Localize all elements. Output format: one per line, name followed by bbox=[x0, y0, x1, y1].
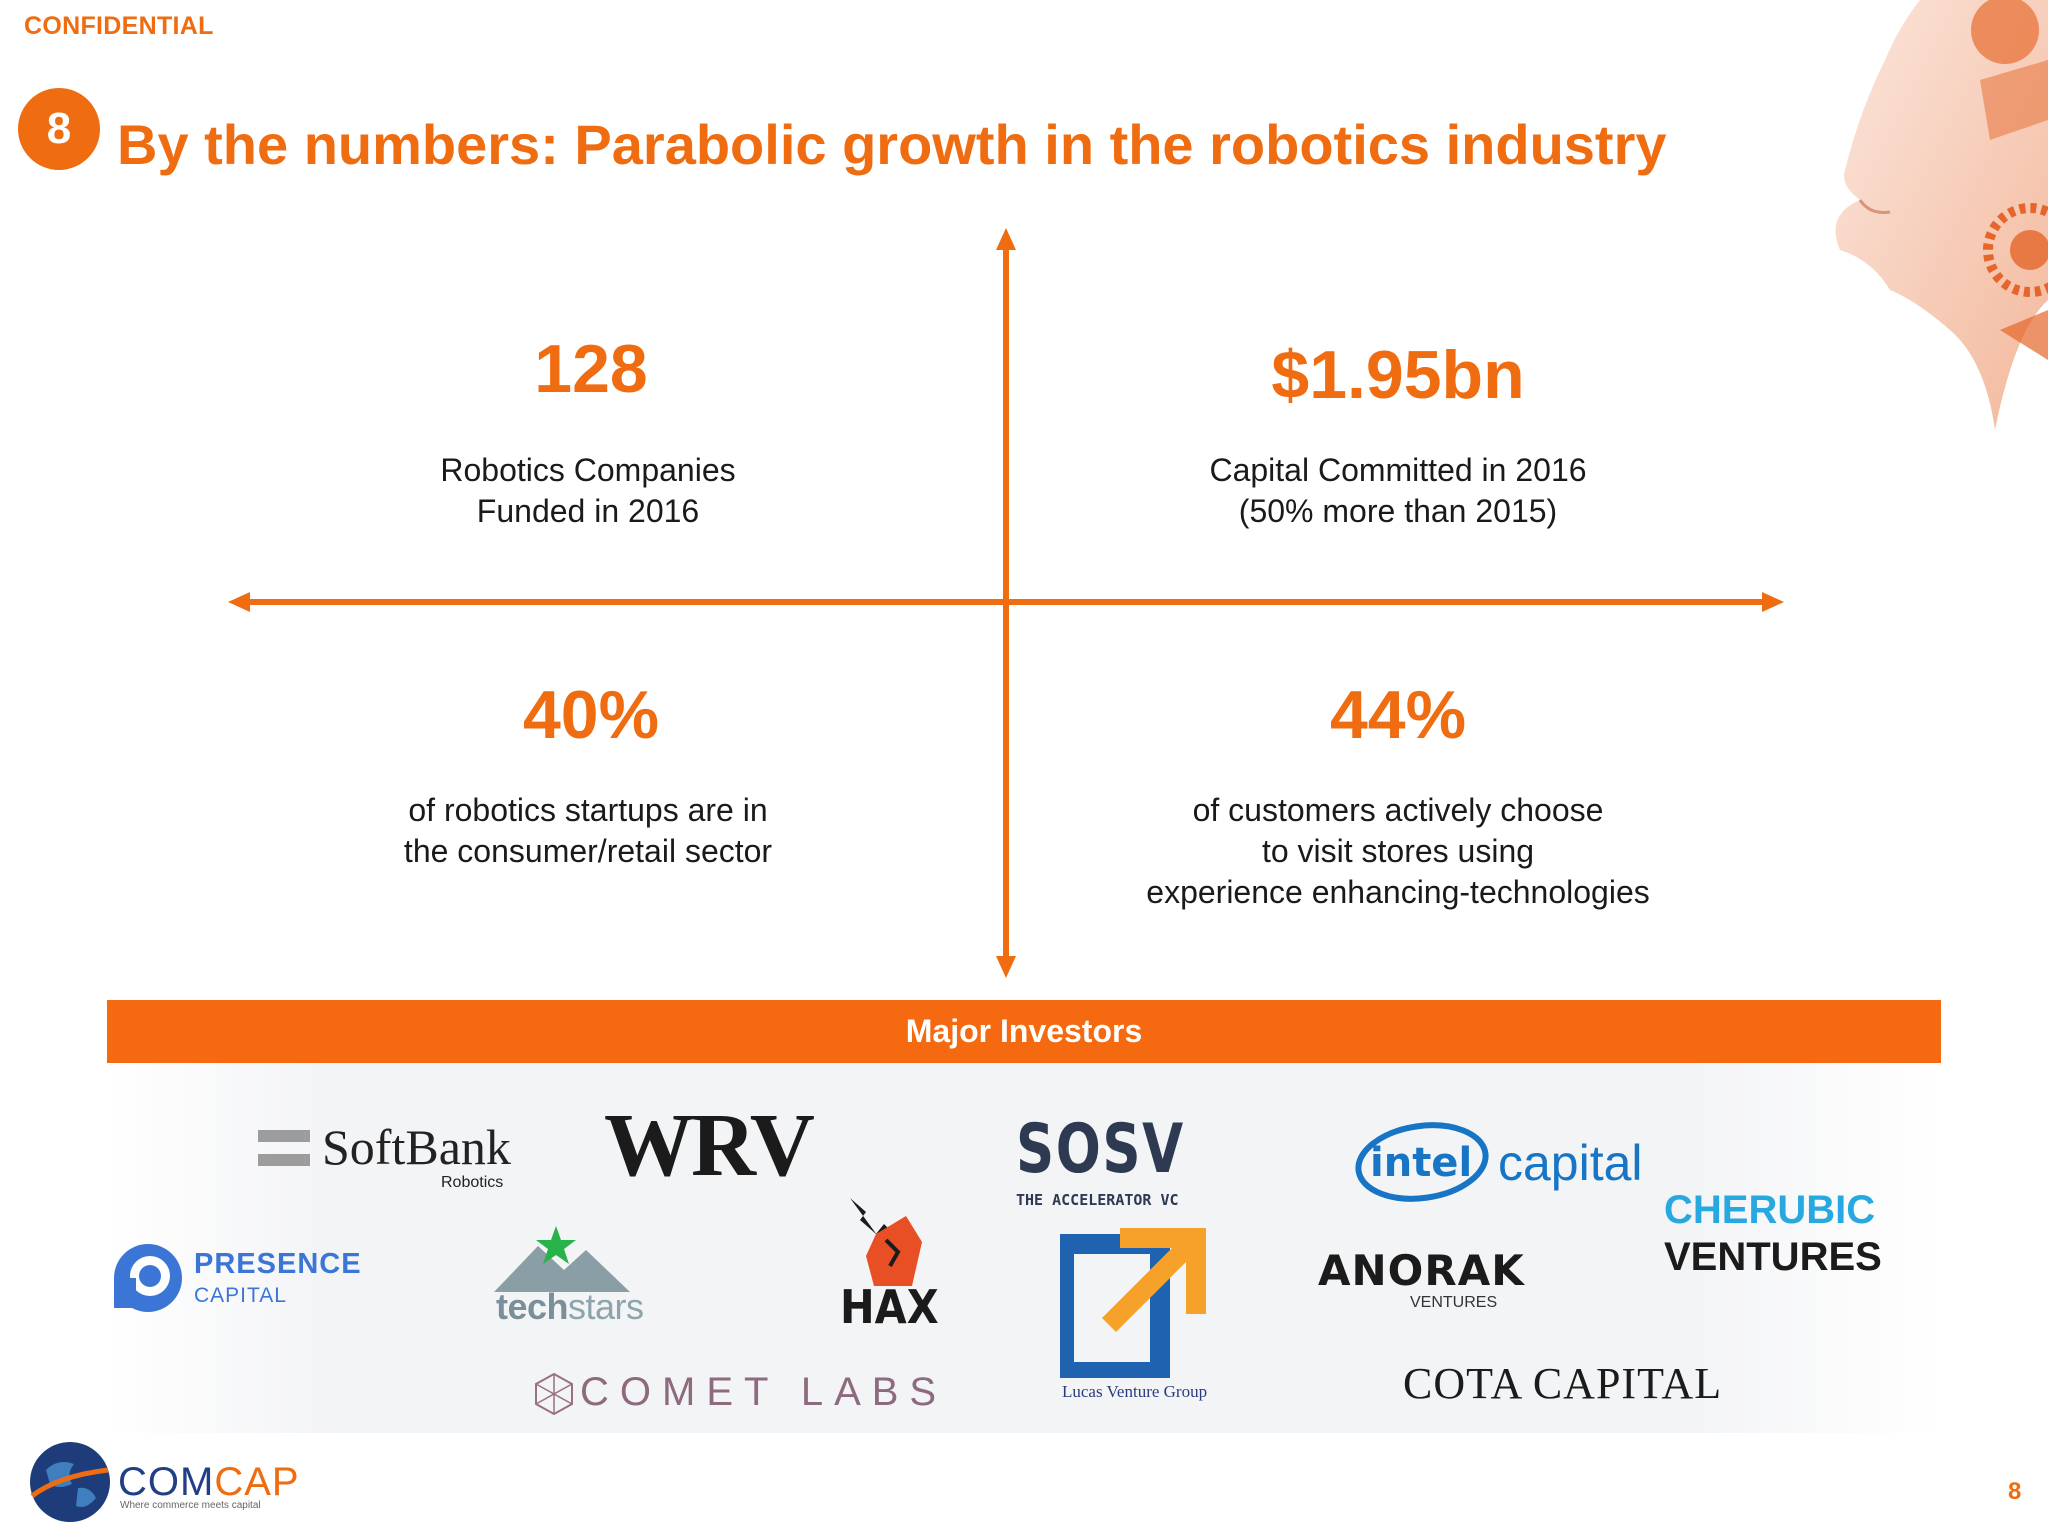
major-investors-banner: Major Investors bbox=[107, 1000, 1941, 1063]
anorak-sub: VENTURES bbox=[1410, 1294, 1498, 1311]
stat-value-companies: 128 bbox=[534, 331, 648, 407]
stat-desc-line: of customers actively choose bbox=[1192, 792, 1604, 828]
comcap-wordmark: COMCAP bbox=[118, 1460, 300, 1505]
stat-value-startups: 40% bbox=[522, 677, 660, 753]
sosv-sub: THE ACCELERATOR VC bbox=[1016, 1191, 1179, 1209]
investor-logos-panel bbox=[107, 1063, 1941, 1433]
stat-desc-line: Capital Committed in 2016 bbox=[1209, 452, 1587, 488]
stat-desc-line: Funded in 2016 bbox=[476, 493, 700, 529]
lucas-word: Lucas Venture Group bbox=[1062, 1382, 1208, 1401]
comet-word: COMET LABS bbox=[580, 1370, 948, 1414]
comcap-word-a: COM bbox=[118, 1460, 215, 1504]
cherubic-line1: CHERUBIC bbox=[1664, 1188, 1876, 1232]
stat-value-capital: $1.95bn bbox=[1271, 337, 1525, 413]
intel-capital-word: capital bbox=[1498, 1135, 1643, 1191]
intel-oval-icon: intel bbox=[1355, 1122, 1489, 1202]
sosv-name: SOSV bbox=[1016, 1110, 1185, 1189]
quadrant-axes bbox=[228, 228, 1784, 978]
stat-desc-capital: Capital Committed in 2016 (50% more than… bbox=[1088, 450, 1708, 532]
stat-desc-line: of robotics startups are in bbox=[408, 792, 768, 828]
softbank-bars-icon bbox=[258, 1130, 310, 1178]
stat-desc-companies: Robotics Companies Funded in 2016 bbox=[278, 450, 898, 532]
confidential-label: CONFIDENTIAL bbox=[24, 12, 214, 40]
robot-head-illustration bbox=[1835, 0, 2048, 430]
presence-circle-icon bbox=[114, 1244, 182, 1312]
techstars-word-a: tech bbox=[496, 1286, 569, 1327]
anorak-ventures-logo: ANORAK VENTURES bbox=[1318, 1246, 1525, 1311]
page-number: 8 bbox=[2008, 1478, 2022, 1505]
stat-desc-line: experience enhancing-technologies bbox=[1146, 874, 1650, 910]
lucas-square-arrow-icon bbox=[1060, 1228, 1206, 1378]
slide-title: By the numbers: Parabolic growth in the … bbox=[117, 113, 1667, 176]
comcap-tagline: Where commerce meets capital bbox=[120, 1500, 261, 1511]
section-number-badge: 8 bbox=[18, 88, 100, 170]
anorak-name: ANORAK bbox=[1318, 1246, 1525, 1295]
stat-desc-line: to visit stores using bbox=[1261, 833, 1535, 869]
sosv-logo: SOSV THE ACCELERATOR VC bbox=[1016, 1110, 1232, 1209]
stat-desc-line: (50% more than 2015) bbox=[1238, 493, 1558, 529]
hax-wrench-hand-icon bbox=[850, 1198, 922, 1286]
softbank-name: SoftBank bbox=[322, 1119, 511, 1175]
techstars-word: techstars bbox=[496, 1286, 644, 1328]
presence-line2: CAPITAL bbox=[194, 1284, 287, 1307]
cherubic-ventures-logo: CHERUBIC VENTURES bbox=[1664, 1188, 1882, 1280]
stat-desc-customers: of customers actively choose to visit st… bbox=[1088, 790, 1708, 913]
comcap-word-b: CAP bbox=[214, 1460, 300, 1504]
stat-desc-startups: of robotics startups are in the consumer… bbox=[278, 790, 898, 872]
techstars-mountain-icon bbox=[494, 1226, 630, 1292]
hax-word: HAX bbox=[840, 1280, 939, 1334]
wrv-logo: WRV bbox=[604, 1096, 815, 1195]
comet-geodesic-icon bbox=[535, 1372, 573, 1416]
stat-desc-line: the consumer/retail sector bbox=[403, 833, 773, 869]
techstars-word-b: stars bbox=[568, 1286, 644, 1327]
cherubic-line2: VENTURES bbox=[1664, 1235, 1882, 1279]
softbank-sub: Robotics bbox=[441, 1174, 504, 1191]
intel-word: intel bbox=[1370, 1140, 1472, 1186]
presence-line1: PRESENCE bbox=[194, 1248, 362, 1280]
comcap-globe-icon bbox=[30, 1442, 110, 1522]
stat-desc-line: Robotics Companies bbox=[440, 452, 736, 488]
cota-capital-logo: COTA CAPITAL bbox=[1403, 1359, 1723, 1408]
stat-value-customers: 44% bbox=[1329, 677, 1467, 753]
